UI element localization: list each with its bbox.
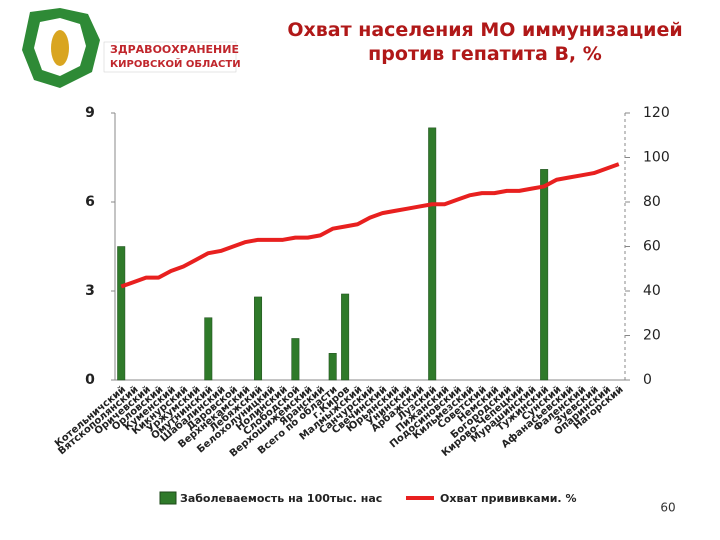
y-tick-label: 9 <box>85 105 95 121</box>
y-tick-label: 3 <box>85 283 95 299</box>
y2-tick-label: 60 <box>643 239 661 255</box>
logo: ЗДРАВООХРАНЕНИЕ КИРОВСКОЙ ОБЛАСТИ <box>22 8 241 88</box>
bar <box>540 169 549 381</box>
bar <box>428 127 437 381</box>
legend-swatch <box>159 491 177 505</box>
bar <box>328 353 337 381</box>
y2-tick-label: 40 <box>643 283 661 299</box>
bar <box>117 246 126 381</box>
bar <box>291 338 300 381</box>
logo-line: КИРОВСКОЙ ОБЛАСТИ <box>110 57 241 70</box>
y2-tick-label: 100 <box>643 150 670 166</box>
legend-label: Охват прививками. % <box>440 492 576 505</box>
y-tick-label: 0 <box>85 372 95 388</box>
y2-tick-label: 20 <box>643 328 661 344</box>
bar <box>254 296 263 381</box>
y2-tick-label: 0 <box>643 372 652 388</box>
y2-tick-label: 80 <box>643 194 661 210</box>
bar <box>204 317 213 381</box>
line <box>120 162 620 289</box>
chart-title: Охват населения МО иммунизацией против г… <box>287 19 683 65</box>
bar <box>341 293 350 381</box>
y2-tick-label: 120 <box>643 105 670 121</box>
legend-label: Заболеваемость на 100тыс. нас <box>180 492 382 505</box>
page-number: 60 <box>660 501 675 515</box>
y-tick-label: 6 <box>85 194 95 210</box>
logo-line: ЗДРАВООХРАНЕНИЕ <box>110 43 239 56</box>
